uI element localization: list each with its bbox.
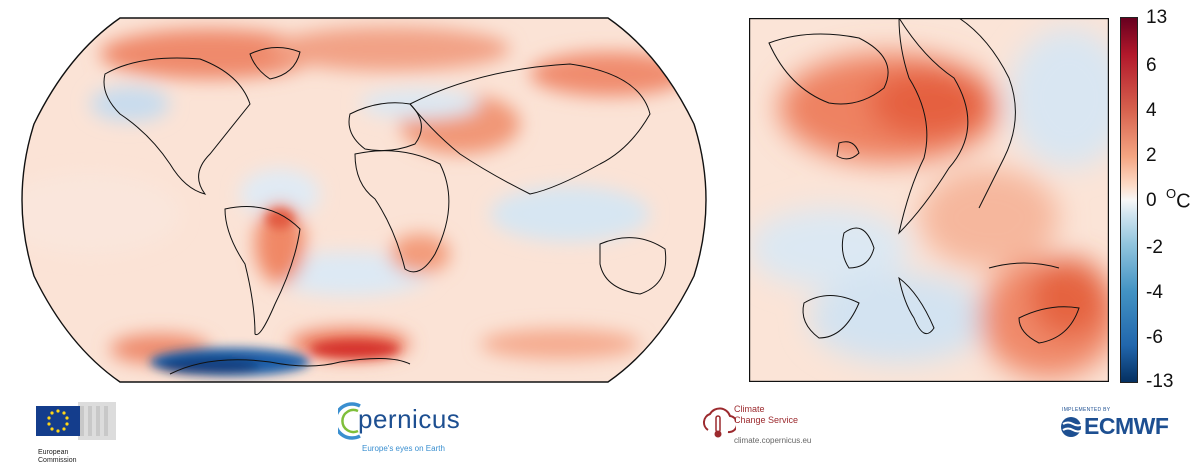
- thermometer-cloud-icon: [703, 407, 736, 438]
- ecmwf-small-text: IMPLEMENTED BY: [1062, 407, 1111, 413]
- eu-building-icon: [18, 398, 118, 444]
- c3s-line2: Change Service: [734, 415, 799, 425]
- colorbar-tick-m13: -13: [1146, 371, 1174, 392]
- colorbar-tick-4: 4: [1146, 100, 1157, 121]
- copernicus-logo[interactable]: pernicus Europe's eyes on Earth: [338, 398, 478, 462]
- c3s-line1: Climate: [734, 404, 765, 414]
- europe-anomaly-map: [749, 18, 1109, 382]
- colorbar-tick-m4: -4: [1146, 282, 1163, 303]
- colorbar-tick-6: 6: [1146, 55, 1157, 76]
- ecmwf-logo[interactable]: IMPLEMENTED BY ECMWF: [1060, 398, 1186, 462]
- copernicus-c-icon: [338, 402, 361, 440]
- ecmwf-name: ECMWF: [1084, 413, 1169, 439]
- colorbar-tick-m2: -2: [1146, 237, 1163, 258]
- colorbar-tick-13: 13: [1146, 7, 1168, 28]
- colorbar-tick-2: 2: [1146, 145, 1157, 166]
- world-anomaly-map: [21, 17, 707, 383]
- temperature-colorbar: [1120, 17, 1138, 383]
- colorbar-tick-m6: -6: [1146, 327, 1163, 348]
- c3s-url: climate.copernicus.eu: [734, 436, 812, 445]
- colorbar-tick-0: 0: [1146, 190, 1157, 211]
- eu-commission-logo[interactable]: European Commission: [18, 398, 118, 464]
- colorbar-unit-label: OC: [1166, 186, 1191, 213]
- ecmwf-wave-icon: [1061, 417, 1084, 437]
- copernicus-tagline: Europe's eyes on Earth: [362, 444, 445, 453]
- eu-line1: European: [38, 449, 69, 456]
- c3s-logo[interactable]: Climate Change Service climate.copernicu…: [700, 398, 840, 462]
- copernicus-name: pernicus: [358, 404, 461, 434]
- eu-line2: Commission: [38, 457, 77, 464]
